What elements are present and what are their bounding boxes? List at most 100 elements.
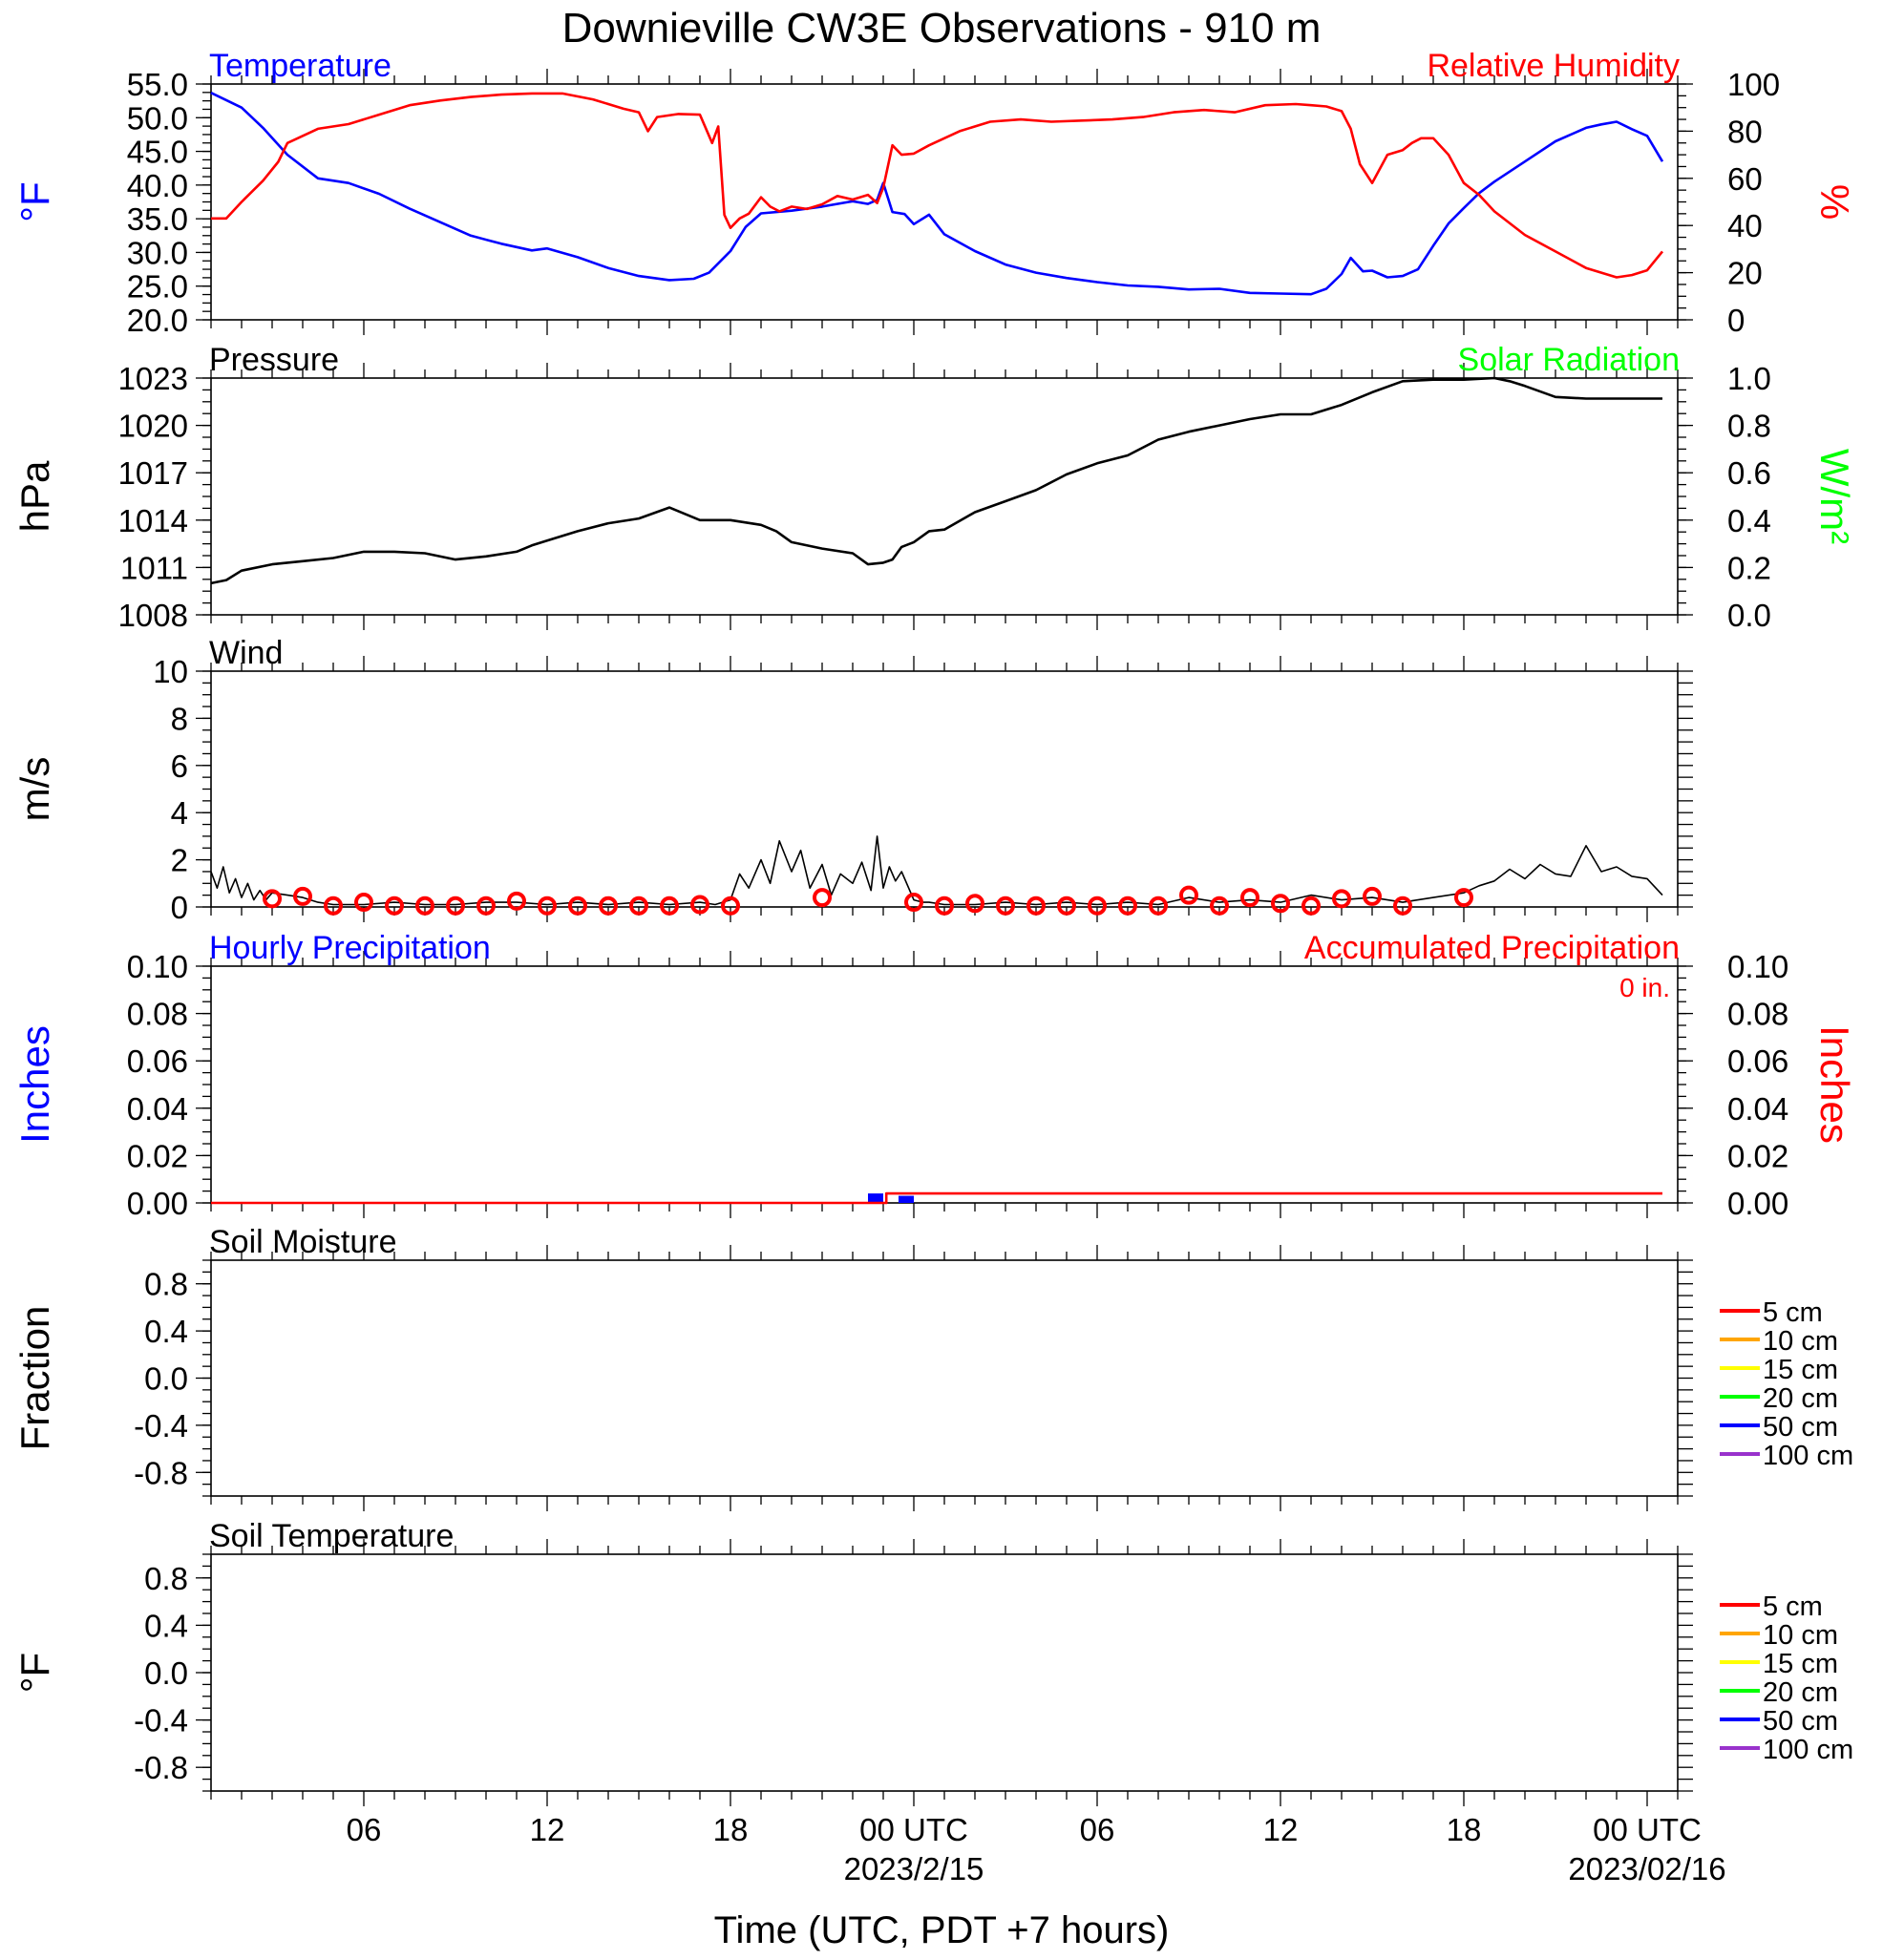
wind-hourly-marker <box>354 893 373 913</box>
wind-hourly-marker <box>1118 896 1137 916</box>
hourly-precip-bar <box>899 1195 914 1203</box>
time-tick-date: 2023/02/16 <box>1568 1851 1725 1886</box>
y-tick-label-left: 6 <box>171 748 188 784</box>
wind-hourly-marker <box>263 889 282 909</box>
wind-hourly-marker <box>1393 896 1412 916</box>
legend-label: 100 cm <box>1763 1441 1853 1471</box>
time-tick-label: 18 <box>1447 1812 1482 1847</box>
time-tick-label: 06 <box>347 1812 382 1847</box>
y-tick-label-left: -0.4 <box>134 1408 188 1444</box>
legend-label: 100 cm <box>1763 1735 1853 1765</box>
y-tick-label-right: 0.4 <box>1727 503 1771 538</box>
y-axis-label-right: W/m² <box>1812 449 1857 544</box>
panel-soil-moisture: 0.8 0.4 0.0 -0.4 -0.8 Soil Moisture Fraction 5 … <box>12 1224 1853 1511</box>
panel-title-left: Wind <box>209 635 283 671</box>
wind-hourly-marker <box>293 886 312 906</box>
y-tick-label-right: 80 <box>1727 114 1763 149</box>
figure-title: Downieville CW3E Observations - 910 m <box>562 5 1322 52</box>
wind-hourly-marker <box>1332 889 1351 909</box>
wind-hourly-marker <box>446 896 465 916</box>
y-axis-label-right: % <box>1812 184 1857 220</box>
y-tick-label-left: 1017 <box>118 455 188 491</box>
y-axis-label-right: Inches <box>1812 1025 1857 1144</box>
y-tick-label-right: 0.02 <box>1727 1138 1788 1173</box>
time-tick-label: 06 <box>1080 1812 1115 1847</box>
plot-frame <box>210 377 1679 616</box>
y-tick-label-right: 0.8 <box>1727 409 1771 444</box>
y-tick-label-left: 50.0 <box>127 100 188 136</box>
y-tick-label-right: 0.04 <box>1727 1091 1788 1127</box>
y-axis-label-left: Fraction <box>12 1306 57 1451</box>
legend-label: 50 cm <box>1763 1706 1838 1737</box>
panel-title-right: Accumulated Precipitation <box>1304 930 1680 966</box>
legend-label: 20 cm <box>1763 1383 1838 1414</box>
y-tick-label-left: -0.8 <box>134 1750 188 1785</box>
plot-frame <box>210 670 1679 908</box>
y-tick-label-left: -0.8 <box>134 1455 188 1490</box>
time-axis-label: Time (UTC, PDT +7 hours) <box>714 1909 1170 1951</box>
wind-hourly-marker <box>1363 886 1382 906</box>
wind-hourly-marker <box>568 896 587 916</box>
series-line-relative-humidity <box>211 92 1664 279</box>
wind-hourly-marker <box>1057 896 1076 916</box>
wind-hourly-marker <box>996 896 1015 916</box>
accumulated-total-label: 0 in. <box>1619 973 1670 1002</box>
y-tick-label-left: 35.0 <box>127 201 188 237</box>
panel-title-left: Hourly Precipitation <box>209 930 491 966</box>
y-tick-label-right: 0 <box>1727 303 1745 338</box>
panels: 55.050.045.040.035.030.025.020.010080604… <box>12 48 1857 1806</box>
wind-hourly-marker <box>599 896 618 916</box>
series-line-pressure <box>210 376 1662 585</box>
y-tick-label-left: 0.06 <box>127 1043 188 1079</box>
legend-label: 50 cm <box>1763 1412 1838 1443</box>
y-tick-label-right: 20 <box>1727 256 1763 291</box>
wind-hourly-marker <box>1240 888 1259 908</box>
wind-hourly-marker <box>965 894 984 914</box>
panel-pressure-solar: 1023 1020 1017 1014 1011 1008 1.0 0.8 0.6 0.4 0.2 0… <box>12 342 1857 633</box>
wind-hourly-marker <box>813 888 832 908</box>
y-tick-label-left: 8 <box>171 701 188 736</box>
y-tick-label-left: 0 <box>171 890 188 925</box>
y-tick-label-left: 45.0 <box>127 135 188 170</box>
plot-frame <box>210 83 1679 321</box>
y-tick-label-left: 40.0 <box>127 168 188 203</box>
wind-hourly-marker <box>629 896 648 916</box>
y-tick-label-left: 1014 <box>118 503 188 538</box>
y-axis-label-left: m/s <box>12 757 57 822</box>
y-tick-label-left: 0.08 <box>127 997 188 1032</box>
y-tick-label-left: 0.00 <box>127 1186 188 1221</box>
plot-frame <box>210 1259 1679 1497</box>
time-tick-date: 2023/2/15 <box>844 1851 984 1886</box>
time-tick-label: 00 UTC <box>1593 1812 1702 1847</box>
wind-hourly-marker <box>690 895 709 915</box>
y-tick-label-right: 0.6 <box>1727 455 1771 491</box>
time-tick-label: 18 <box>713 1812 749 1847</box>
y-axis-label-left: Inches <box>12 1025 57 1144</box>
y-tick-label-left: 0.0 <box>144 1361 188 1397</box>
legend-label: 15 cm <box>1763 1355 1838 1385</box>
wind-hourly-marker <box>1271 894 1290 914</box>
y-tick-label-right: 0.08 <box>1727 997 1788 1032</box>
legend-label: 5 cm <box>1763 1591 1823 1622</box>
panel-title-left: Soil Temperature <box>209 1518 454 1554</box>
panel-wind: 10 8 6 4 2 0 Wind m/s <box>12 635 1693 925</box>
y-tick-label-left: 1008 <box>118 598 188 633</box>
wind-hourly-marker <box>476 896 496 916</box>
y-tick-label-left: 1023 <box>118 361 188 396</box>
y-tick-label-left: 0.0 <box>144 1655 188 1691</box>
legend-label: 15 cm <box>1763 1649 1838 1679</box>
wind-hourly-marker <box>1179 885 1198 905</box>
wind-hourly-marker <box>660 896 679 916</box>
y-tick-label-left: 1020 <box>118 409 188 444</box>
panel-title-left: Temperature <box>209 48 391 84</box>
y-axis-label-left: °F <box>12 181 57 221</box>
panel-title-left: Soil Moisture <box>209 1224 397 1260</box>
y-tick-label-right: 0.0 <box>1727 598 1771 633</box>
y-tick-label-left: 4 <box>171 795 188 831</box>
y-tick-label-left: 1011 <box>120 550 188 585</box>
y-tick-label-left: 0.8 <box>144 1561 188 1596</box>
y-tick-label-left: -0.4 <box>134 1703 188 1739</box>
legend-label: 10 cm <box>1763 1620 1838 1651</box>
y-axis-label-left: °F <box>12 1653 57 1693</box>
y-tick-label-left: 0.10 <box>127 949 188 984</box>
